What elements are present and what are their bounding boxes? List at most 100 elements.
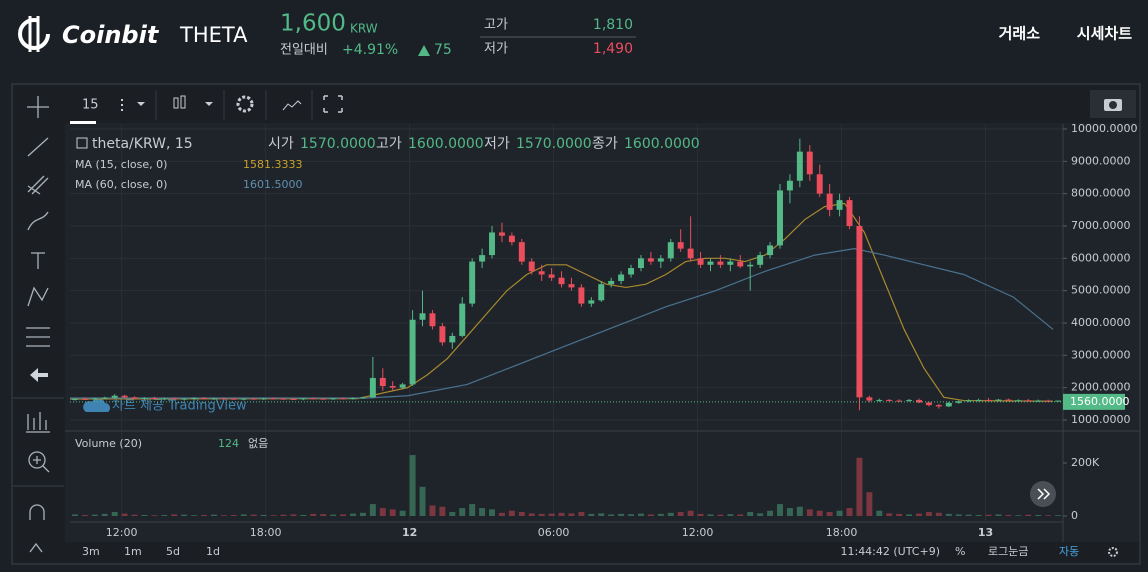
option[interactable]: 로그눈금 <box>988 545 1028 558</box>
high-label: 고가 <box>484 18 508 33</box>
volume-bar <box>151 515 158 516</box>
volume-bar <box>389 509 396 516</box>
volume-bar <box>816 510 823 516</box>
candle-body <box>1015 400 1022 402</box>
y-tick-label: 3000.0000 <box>1071 348 1131 361</box>
range-button[interactable]: 1d <box>206 545 220 558</box>
x-tick-label: 18:00 <box>826 526 858 539</box>
volume-bar <box>896 513 903 516</box>
candle-body <box>717 261 724 265</box>
y-tick-label: 2000.0000 <box>1071 381 1131 394</box>
candle-body <box>429 313 436 327</box>
nav-link[interactable]: 시세차트 <box>1077 25 1132 43</box>
candle-body <box>489 232 496 256</box>
candle-body <box>796 151 803 181</box>
y-tick-label: 9000.0000 <box>1071 154 1131 167</box>
candle-body <box>369 377 376 398</box>
candle-body <box>111 395 118 398</box>
volume-bar <box>121 513 128 516</box>
candle-body <box>91 398 98 400</box>
toolbar-buttons[interactable] <box>70 90 1136 124</box>
candle-body <box>747 264 754 267</box>
top-toolbar <box>65 85 1139 123</box>
volume-bar <box>340 514 347 516</box>
volume-bar <box>101 513 108 516</box>
candle-body <box>171 398 178 400</box>
candle-body <box>975 399 982 401</box>
candle-body <box>598 284 605 301</box>
volume-bar <box>955 514 962 516</box>
candle-body <box>220 398 227 400</box>
option[interactable]: % <box>955 545 965 558</box>
nav-link[interactable]: 거래소 <box>999 25 1041 43</box>
x-tick-label: 12 <box>402 526 417 539</box>
y-tick-label: 7000.0000 <box>1071 219 1131 232</box>
candle-body <box>816 174 823 194</box>
candle-body <box>191 397 198 399</box>
brand[interactable]: Coinbit <box>62 21 160 49</box>
y-tick-label: 10000.0000 <box>1071 122 1137 135</box>
candle-body <box>886 399 893 401</box>
y-tick-label: 0 <box>1071 509 1078 522</box>
candle-body <box>846 200 853 226</box>
volume-bar <box>628 514 635 516</box>
volume-bar <box>489 509 496 516</box>
volume-bar <box>1035 514 1042 516</box>
volume-bar <box>111 512 118 516</box>
candle-body <box>181 398 188 400</box>
volume-bar <box>240 514 247 516</box>
volume-bar <box>310 513 317 516</box>
candle-body <box>469 261 476 304</box>
candle-body <box>498 232 505 236</box>
candle-body <box>439 326 446 343</box>
candle-body <box>459 303 466 336</box>
volume-bar <box>330 514 337 516</box>
range-button[interactable]: 5d <box>166 545 180 558</box>
volume-bar <box>737 514 744 516</box>
volume-bar <box>677 512 684 516</box>
volume-bar <box>965 514 972 516</box>
candle-body <box>310 398 317 400</box>
settings-icon[interactable] <box>1108 547 1118 557</box>
interval[interactable]: 15 <box>82 98 99 113</box>
volume-bar <box>260 514 267 516</box>
volume-bar <box>439 506 446 516</box>
last-price-label: 1560.0000 <box>1070 395 1130 408</box>
collapse-button[interactable] <box>76 137 88 149</box>
volume-bar <box>578 512 585 516</box>
volume-bar <box>230 514 237 516</box>
volume-bar <box>558 512 565 516</box>
volume-bar <box>538 513 545 516</box>
x-tick-label: 12:00 <box>106 526 138 539</box>
ohlc-value: 1600.0000 <box>408 136 484 152</box>
volume-bar <box>846 508 853 516</box>
volume-bar <box>1025 514 1032 516</box>
candle-body <box>399 384 406 388</box>
candle-body <box>707 261 714 265</box>
option[interactable]: 자동 <box>1059 545 1079 558</box>
candle-body <box>687 248 694 259</box>
tool-icons[interactable] <box>13 96 64 553</box>
volume-bar <box>876 510 883 516</box>
candle-body <box>995 399 1002 401</box>
volume-bar <box>757 513 764 516</box>
currency: KRW <box>350 22 378 36</box>
volume-bar <box>350 513 356 516</box>
volume-bar <box>518 512 525 516</box>
volume-bar <box>131 514 138 516</box>
volume-bar <box>1045 515 1052 516</box>
candle-body <box>1055 400 1062 402</box>
ma-value: 1601.5000 <box>243 178 303 191</box>
range-button[interactable]: 3m <box>82 545 100 558</box>
candle-body <box>449 335 456 343</box>
plot-area <box>70 124 1063 522</box>
volume-bar <box>498 512 505 516</box>
candle-body <box>71 398 78 400</box>
volume-bar <box>866 492 873 516</box>
candle-body <box>538 271 545 275</box>
candle-body <box>518 242 525 262</box>
volume-bar <box>280 514 287 516</box>
range-button[interactable]: 1m <box>124 545 142 558</box>
candle-body <box>528 261 535 272</box>
candle-body <box>230 398 237 400</box>
